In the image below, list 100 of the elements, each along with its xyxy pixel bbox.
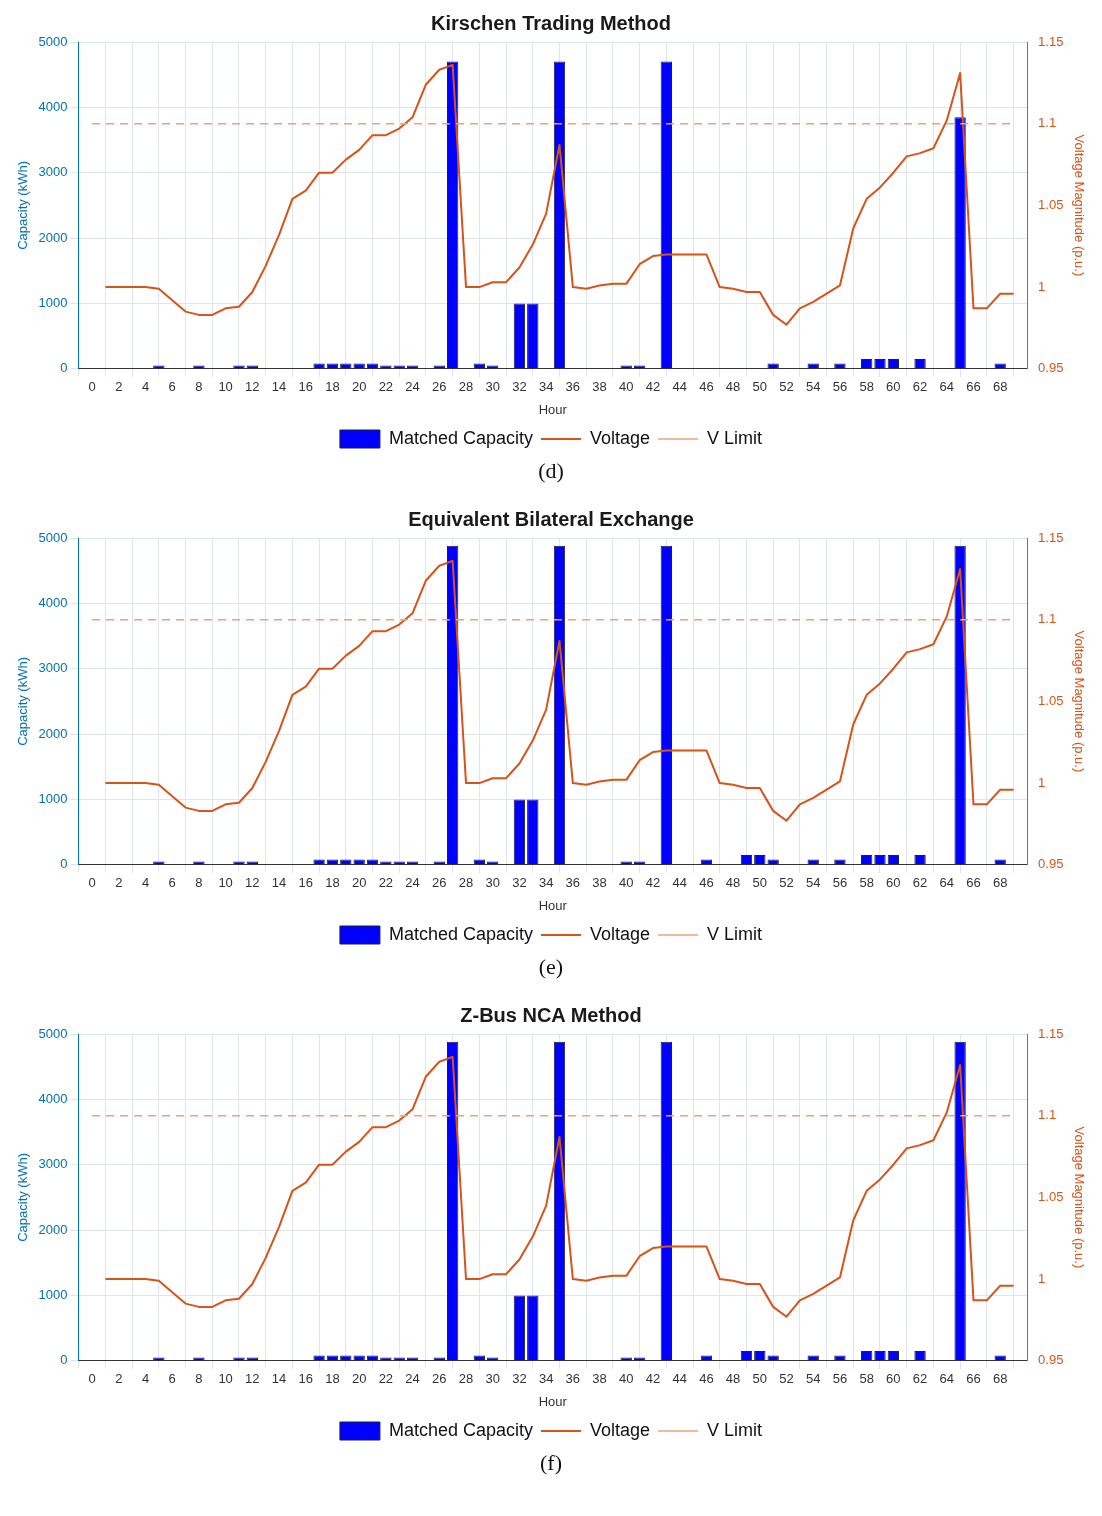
x-tick-label: 52 — [779, 1371, 794, 1387]
x-tick-label: 50 — [752, 1371, 768, 1387]
x-tick-label: 8 — [195, 875, 203, 891]
x-tick-label: 68 — [992, 1371, 1008, 1387]
x-tick-label: 40 — [619, 875, 634, 891]
y-axis-title: Capacity (kWh) — [15, 1152, 31, 1242]
x-tick-label: 6 — [168, 875, 176, 891]
x-tick-label: 16 — [298, 1371, 313, 1387]
y-tick-label: 5000 — [38, 33, 68, 49]
x-axis-title: Hour — [538, 897, 568, 913]
y-tick-label: 0 — [60, 1352, 68, 1368]
x-tick-label: 32 — [512, 875, 527, 891]
x-tick-label: 48 — [725, 379, 741, 395]
x-tick-label: 52 — [779, 875, 794, 891]
y-tick-label: 2000 — [38, 229, 68, 245]
legend-label: V Limit — [707, 1419, 763, 1440]
y-tick-label: 5000 — [38, 529, 68, 545]
x-tick-label: 28 — [458, 875, 474, 891]
x-tick-label: 56 — [832, 1371, 848, 1387]
x-tick-label: 64 — [939, 1371, 955, 1387]
x-tick-label: 62 — [912, 1371, 928, 1387]
x-tick-label: 54 — [805, 875, 821, 891]
x-tick-label: 14 — [271, 1371, 287, 1387]
y-tick-label: 4000 — [38, 594, 68, 610]
x-tick-label: 12 — [245, 1371, 260, 1387]
x-tick-label: 8 — [195, 379, 203, 395]
x-tick-label: 58 — [859, 379, 874, 395]
text: (f) — [539, 1450, 563, 1476]
y-tick-label: 4000 — [38, 1090, 68, 1106]
y2-tick-label: 1.15 — [1038, 529, 1064, 545]
x-tick-label: 18 — [325, 875, 340, 891]
x-tick-label: 66 — [966, 379, 981, 395]
x-tick-label: 4 — [141, 875, 150, 891]
x-tick-label: 24 — [405, 379, 420, 395]
y-tick-label: 0 — [60, 360, 68, 376]
x-tick-label: 20 — [351, 1371, 367, 1387]
x-tick-label: 48 — [725, 875, 741, 891]
x-tick-label: 14 — [271, 379, 287, 395]
chart-title: Kirschen Trading Method — [430, 11, 672, 34]
x-tick-label: 64 — [939, 875, 955, 891]
x-tick-label: 40 — [619, 1371, 634, 1387]
x-tick-label: 42 — [645, 379, 661, 395]
x-tick-label: 38 — [592, 1371, 607, 1387]
x-tick-label: 62 — [912, 379, 928, 395]
x-tick-label: 38 — [592, 379, 607, 395]
legend-label: V Limit — [707, 923, 763, 944]
x-tick-label: 10 — [218, 875, 233, 891]
legend-label: Matched Capacity — [388, 427, 534, 448]
x-tick-label: 16 — [298, 875, 313, 891]
x-tick-label: 4 — [141, 379, 150, 395]
y-tick-label: 3000 — [38, 660, 68, 676]
x-tick-label: 58 — [859, 875, 874, 891]
x-tick-label: 40 — [619, 379, 634, 395]
x-tick-label: 54 — [805, 379, 821, 395]
x-tick-label: 18 — [325, 379, 340, 395]
x-tick-label: 34 — [538, 379, 554, 395]
x-tick-label: 42 — [645, 1371, 661, 1387]
text: (d) — [537, 458, 565, 484]
x-tick-label: 46 — [699, 379, 714, 395]
y-tick-label: 2000 — [38, 1221, 68, 1237]
y2-tick-label: 1 — [1038, 1270, 1046, 1286]
legend-label: Matched Capacity — [388, 1419, 534, 1440]
y2-tick-label: 1 — [1038, 278, 1046, 294]
x-tick-label: 12 — [245, 379, 260, 395]
x-tick-label: 62 — [912, 875, 928, 891]
x-tick-label: 50 — [752, 379, 768, 395]
y2-tick-label: 1.1 — [1038, 611, 1057, 627]
x-tick-label: 28 — [458, 1371, 474, 1387]
y-tick-label: 1000 — [38, 791, 68, 807]
x-tick-label: 30 — [485, 875, 500, 891]
x-tick-label: 32 — [512, 379, 527, 395]
x-tick-label: 12 — [245, 875, 260, 891]
y2-tick-label: 1.15 — [1038, 1025, 1064, 1041]
x-tick-label: 0 — [88, 379, 96, 395]
x-tick-label: 22 — [378, 875, 394, 891]
x-tick-label: 44 — [672, 379, 687, 395]
x-tick-label: 58 — [859, 1371, 874, 1387]
x-tick-label: 22 — [378, 1371, 394, 1387]
x-tick-label: 60 — [886, 875, 901, 891]
legend-label: Voltage — [590, 427, 651, 448]
legend-label: Voltage — [590, 923, 651, 944]
y2-axis-title: Voltage Magnitude (p.u.) — [1071, 134, 1087, 277]
y-axis-title: Capacity (kWh) — [15, 656, 31, 746]
y2-tick-label: 1.05 — [1038, 692, 1064, 708]
y2-tick-label: 1.05 — [1038, 196, 1064, 212]
y-axis-title: Capacity (kWh) — [15, 160, 31, 250]
y-tick-label: 3000 — [38, 164, 68, 180]
y2-tick-label: 0.95 — [1038, 856, 1064, 872]
x-tick-label: 46 — [699, 1371, 714, 1387]
x-tick-label: 24 — [405, 1371, 420, 1387]
legend-label: Matched Capacity — [388, 923, 534, 944]
x-tick-label: 24 — [405, 875, 420, 891]
x-tick-label: 2 — [115, 875, 123, 891]
x-tick-label: 36 — [565, 1371, 581, 1387]
x-tick-label: 20 — [351, 875, 367, 891]
x-tick-label: 54 — [805, 1371, 821, 1387]
x-tick-label: 68 — [992, 875, 1008, 891]
x-tick-label: 44 — [672, 1371, 687, 1387]
x-tick-label: 60 — [886, 379, 901, 395]
x-tick-label: 52 — [779, 379, 794, 395]
